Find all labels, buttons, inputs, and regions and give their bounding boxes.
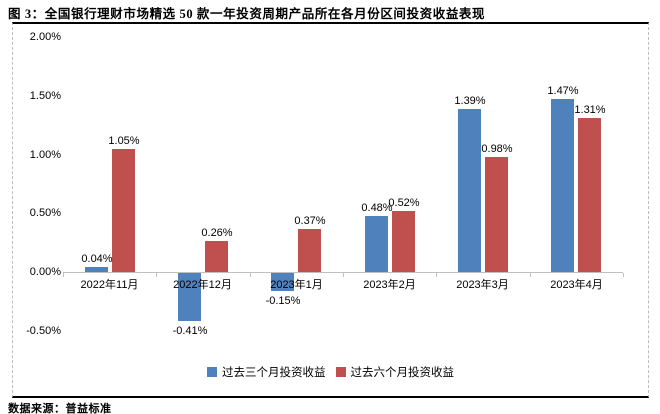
bar-value-label: -0.41% (172, 325, 208, 337)
bar-value-label: -0.15% (265, 295, 301, 307)
y-axis-label: 1.50% (29, 90, 61, 102)
bar-past-6-months (112, 149, 135, 272)
bar-past-6-months (205, 241, 228, 272)
x-axis-tick (156, 273, 157, 277)
legend: 过去三个月投资收益 过去六个月投资收益 (13, 364, 648, 380)
plot-area: 2.00% 1.50% 1.00% 0.50% 0.00% -0.50% 0.04% 1.05… (13, 24, 648, 396)
x-axis-tick (436, 273, 437, 277)
bar-value-label: 0.37% (294, 215, 326, 227)
source-note: 数据来源：普益标准 (8, 403, 112, 414)
x-axis-tick (530, 273, 531, 277)
bar-value-label: 1.05% (108, 135, 140, 147)
x-axis-category-label: 2022年11月 (80, 279, 139, 291)
bar-past-3-months (458, 109, 481, 272)
legend-swatch-blue-icon (207, 367, 217, 377)
x-axis-category-label: 2023年3月 (456, 279, 509, 291)
bar-past-6-months (485, 157, 508, 272)
bar-value-label: 0.48% (361, 202, 393, 214)
legend-item-past-6-months: 过去六个月投资收益 (335, 364, 455, 380)
bar-past-3-months (551, 99, 574, 272)
y-axis-label: -0.50% (26, 325, 61, 337)
bar-value-label: 0.26% (201, 227, 233, 239)
y-axis-label: 0.00% (29, 266, 61, 278)
x-axis-category-label: 2023年4月 (550, 279, 603, 291)
bar-past-6-months (578, 118, 601, 272)
x-axis-tick (343, 273, 344, 277)
bar-value-label: 0.52% (388, 197, 420, 209)
x-axis-tick (250, 273, 251, 277)
y-axis-label: 2.00% (29, 31, 61, 43)
x-axis-tick (63, 273, 64, 277)
bar-value-label: 1.39% (454, 95, 486, 107)
bar-past-3-months (365, 216, 388, 272)
chart-title: 图 3：全国银行理财市场精选 50 款一年投资周期产品所在各月份区间投资收益表现 (8, 7, 486, 21)
legend-item-past-3-months: 过去三个月投资收益 (207, 364, 326, 380)
legend-swatch-red-icon (335, 367, 346, 377)
x-axis-line (63, 272, 623, 273)
legend-label-past-3-months: 过去三个月投资收益 (222, 367, 326, 379)
bar-value-label: 1.31% (574, 104, 606, 116)
bar-value-label: 0.04% (81, 253, 113, 265)
y-axis-label: 0.50% (29, 207, 61, 219)
x-axis-category-label: 2022年12月 (173, 279, 232, 291)
chart-frame: 2.00% 1.50% 1.00% 0.50% 0.00% -0.50% 0.04% 1.05… (12, 22, 649, 398)
bar-value-label: 1.47% (547, 85, 579, 97)
bar-past-3-months (85, 267, 108, 272)
bar-past-6-months (298, 229, 321, 272)
x-axis-category-label: 2023年1月 (270, 279, 323, 291)
bar-past-3-months (271, 273, 294, 291)
bar-past-3-months (178, 273, 201, 321)
x-axis-tick (623, 273, 624, 277)
legend-label-past-6-months: 过去六个月投资收益 (350, 367, 455, 379)
bar-value-label: 0.98% (481, 143, 513, 155)
bar-past-6-months (392, 211, 415, 272)
x-axis-category-label: 2023年2月 (363, 279, 416, 291)
y-axis-label: 1.00% (29, 149, 61, 161)
